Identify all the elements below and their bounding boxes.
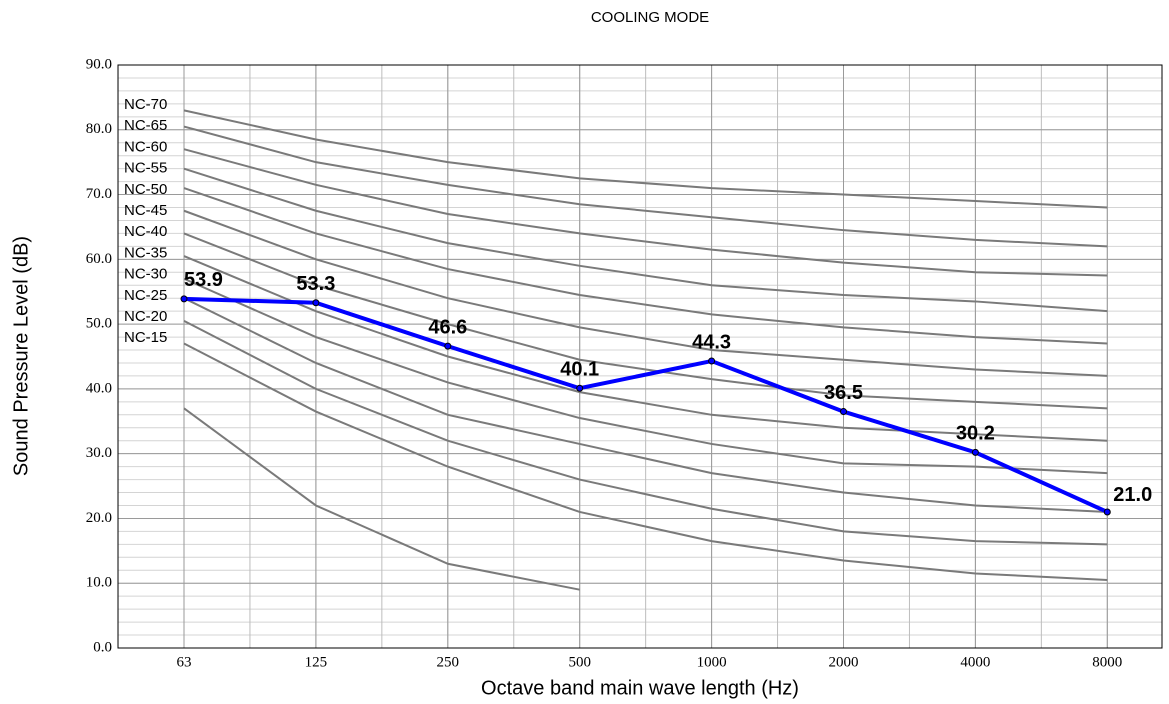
nc-label: NC-25 (124, 287, 167, 304)
nc-label: NC-50 (124, 181, 167, 198)
y-tick-label: 0.0 (93, 639, 112, 655)
data-label: 44.3 (692, 331, 731, 353)
nc-label: NC-40 (124, 223, 167, 240)
data-label: 46.6 (428, 316, 467, 338)
y-axis-label: Sound Pressure Level (dB) (10, 236, 32, 476)
nc-curve (183, 297, 1108, 513)
data-point (971, 448, 979, 456)
data-point (708, 357, 716, 365)
y-tick-label: 40.0 (86, 380, 112, 396)
chart-title: COOLING MODE (591, 9, 709, 26)
nc-curve (183, 187, 1108, 345)
x-tick-label: 500 (568, 654, 591, 670)
nc-curve (183, 232, 1108, 410)
data-label: 53.9 (184, 269, 223, 291)
x-tick-label: 4000 (960, 654, 990, 670)
y-tick-label: 30.0 (86, 445, 112, 461)
x-tick-label: 63 (177, 654, 192, 670)
y-tick-label: 80.0 (86, 121, 112, 137)
nc-curve (183, 109, 1108, 209)
x-tick-label: 1000 (697, 654, 727, 670)
nc-label: NC-60 (124, 138, 167, 155)
nc-curve (183, 342, 1108, 581)
y-tick-label: 70.0 (86, 186, 112, 202)
nc-label: NC-30 (124, 266, 167, 283)
y-tick-label: 60.0 (86, 251, 112, 267)
data-label: 21.0 (1113, 484, 1152, 506)
x-tick-label: 250 (437, 654, 460, 670)
data-label: 53.3 (296, 273, 335, 295)
data-point (444, 342, 452, 350)
data-point (180, 295, 188, 303)
nc-curve (183, 277, 1108, 475)
nc-curve (183, 255, 1108, 442)
x-tick-label: 8000 (1092, 654, 1122, 670)
nc-label: NC-70 (124, 96, 167, 113)
measured-line (183, 296, 1109, 514)
nc-curve (183, 167, 1108, 313)
data-point (576, 384, 584, 392)
nc-label: NC-15 (124, 329, 167, 346)
y-tick-label: 50.0 (86, 316, 112, 332)
plot-frame (117, 64, 1163, 649)
nc-curve (183, 125, 1108, 248)
data-point (312, 299, 320, 307)
data-point (1103, 508, 1111, 516)
data-label: 30.2 (956, 423, 995, 445)
nc-label: NC-35 (124, 244, 167, 261)
nc-label: NC-20 (124, 308, 167, 325)
nc-label: NC-65 (124, 117, 167, 134)
x-tick-label: 2000 (829, 654, 859, 670)
nc-label: NC-45 (124, 202, 167, 219)
nc-curve (183, 319, 1108, 546)
data-label: 40.1 (560, 359, 599, 381)
y-tick-label: 20.0 (86, 510, 112, 526)
x-tick-label: 125 (305, 654, 328, 670)
x-axis-label: Octave band main wave length (Hz) (481, 677, 799, 699)
y-tick-label: 90.0 (86, 56, 112, 72)
y-tick-label: 10.0 (86, 575, 112, 591)
nc-curve (183, 407, 580, 591)
nc-curve (183, 148, 1108, 277)
data-label: 36.5 (824, 382, 863, 404)
nc-label: NC-55 (124, 160, 167, 177)
nc-curve (183, 209, 1108, 377)
data-point (840, 408, 847, 416)
